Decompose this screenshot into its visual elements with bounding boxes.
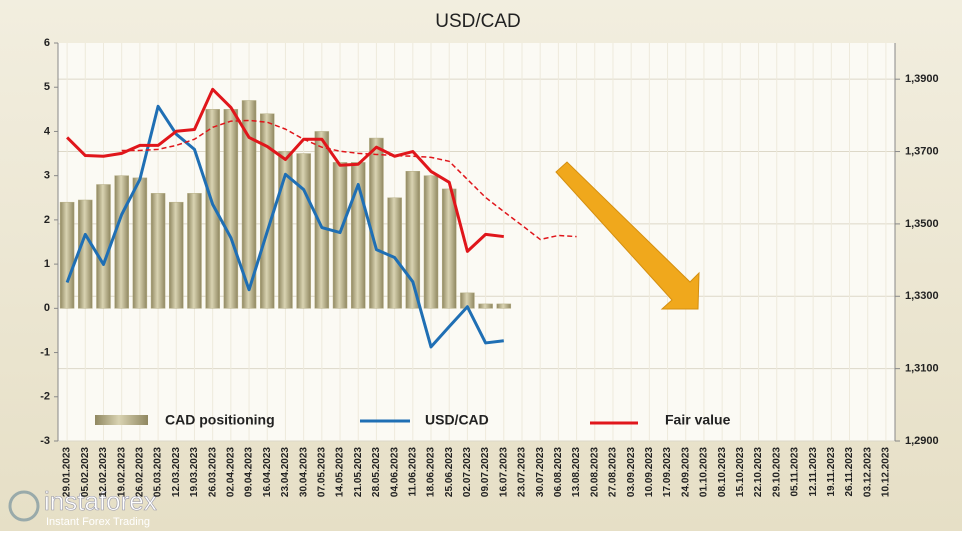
x-tick-label: 27.08.2023 (608, 447, 619, 497)
y-tick-label: 2 (44, 214, 50, 226)
y-tick-label: 5 (44, 81, 50, 93)
x-tick-label: 08.10.2023 (717, 447, 728, 497)
x-tick-label: 16.04.2023 (262, 447, 273, 497)
bar (332, 162, 348, 309)
bar (187, 193, 202, 309)
x-tick-label: 09.07.2023 (480, 447, 491, 497)
bar (114, 175, 129, 309)
bar (441, 188, 457, 309)
x-tick-label: 28.05.2023 (371, 447, 382, 497)
x-tick-label: 11.06.2023 (407, 447, 418, 497)
legend-label: Fair value (665, 412, 731, 428)
bar (496, 303, 512, 309)
brand: instaforex (44, 486, 157, 516)
bar (241, 100, 257, 309)
x-tick-label: 01.10.2023 (699, 447, 710, 497)
x-tick-label: 05.02.2023 (80, 447, 91, 497)
x-tick-label: 20.08.2023 (589, 447, 600, 497)
x-tick-label: 12.02.2023 (98, 447, 109, 497)
y2-tick-label: 1,3700 (905, 145, 939, 157)
x-tick-label: 30.04.2023 (298, 447, 309, 497)
x-tick-label: 23.07.2023 (517, 447, 528, 497)
legend-swatch (95, 415, 148, 425)
x-tick-label: 04.06.2023 (389, 447, 400, 497)
x-tick-label: 02.04.2023 (225, 447, 236, 497)
bar (78, 199, 93, 309)
bar (423, 175, 439, 309)
logo-icon (8, 490, 40, 522)
x-tick-label: 05.03.2023 (153, 447, 164, 497)
x-tick-label: 13.08.2023 (571, 447, 582, 497)
bar (314, 131, 330, 309)
x-tick-label: 30.07.2023 (535, 447, 546, 497)
bar (59, 201, 75, 309)
y-tick-label: 6 (44, 37, 50, 49)
x-tick-label: 19.03.2023 (189, 447, 200, 497)
line (65, 104, 504, 349)
bar (278, 151, 293, 309)
x-tick-label: 12.11.2023 (808, 447, 819, 497)
x-tick-label: 06.08.2023 (553, 447, 564, 497)
bar (387, 197, 402, 309)
x-tick-label: 24.09.2023 (680, 447, 691, 497)
trend-arrow (555, 161, 700, 310)
bar (132, 177, 148, 309)
legend-label: USD/CAD (425, 412, 489, 428)
legend-label: CAD positioning (165, 412, 275, 428)
x-tick-label: 02.07.2023 (462, 447, 473, 497)
bar (169, 201, 184, 309)
y2-tick-label: 1,3300 (905, 290, 939, 302)
x-tick-label: 26.03.2023 (207, 447, 218, 497)
line (121, 119, 577, 241)
x-tick-label: 16.07.2023 (498, 447, 509, 497)
x-tick-label: 26.11.2023 (844, 447, 855, 497)
x-tick-label: 26.02.2023 (135, 447, 146, 497)
y2-tick-label: 1,2900 (905, 435, 939, 447)
y-tick-label: -3 (40, 435, 50, 447)
x-tick-label: 17.09.2023 (662, 447, 673, 497)
y-tick-label: 0 (44, 302, 50, 314)
x-tick-label: 23.04.2023 (280, 447, 291, 497)
x-tick-label: 18.06.2023 (426, 447, 437, 497)
line (66, 87, 504, 253)
bar (478, 303, 493, 309)
chart-title: USD/CAD (435, 11, 521, 32)
x-tick-label: 14.05.2023 (335, 447, 346, 497)
bar (405, 170, 421, 309)
x-tick-label: 10.12.2023 (881, 447, 892, 497)
x-tick-label: 09.04.2023 (244, 447, 255, 497)
y-tick-label: -1 (40, 346, 50, 358)
x-tick-label: 12.03.2023 (171, 447, 182, 497)
y2-tick-label: 1,3900 (905, 73, 939, 85)
x-tick-label: 22.10.2023 (753, 447, 764, 497)
bar (150, 193, 166, 309)
y2-tick-label: 1,3100 (905, 363, 939, 375)
tagline: Instant Forex Trading (46, 516, 150, 528)
x-tick-label: 07.05.2023 (316, 447, 327, 497)
bar (296, 153, 311, 309)
bar (223, 109, 239, 309)
bar (369, 137, 384, 309)
x-tick-label: 05.11.2023 (790, 447, 801, 497)
x-tick-label: 10.09.2023 (644, 447, 655, 497)
x-tick-label: 15.10.2023 (735, 447, 746, 497)
x-tick-label: 29.01.2023 (62, 447, 73, 497)
y-tick-label: -2 (40, 391, 50, 403)
x-tick-label: 19.11.2023 (826, 447, 837, 497)
x-tick-label: 03.12.2023 (862, 447, 873, 497)
y2-tick-label: 1,3500 (905, 218, 939, 230)
x-tick-label: 03.09.2023 (626, 447, 637, 497)
x-tick-label: 25.06.2023 (444, 447, 455, 497)
x-tick-label: 21.05.2023 (353, 447, 364, 497)
y-tick-label: 1 (44, 258, 50, 270)
bar (96, 184, 111, 309)
y-tick-label: 3 (44, 170, 50, 182)
x-tick-label: 19.02.2023 (116, 447, 127, 497)
x-tick-label: 29.10.2023 (771, 447, 782, 497)
bar (205, 109, 220, 309)
y-tick-label: 4 (44, 125, 51, 137)
